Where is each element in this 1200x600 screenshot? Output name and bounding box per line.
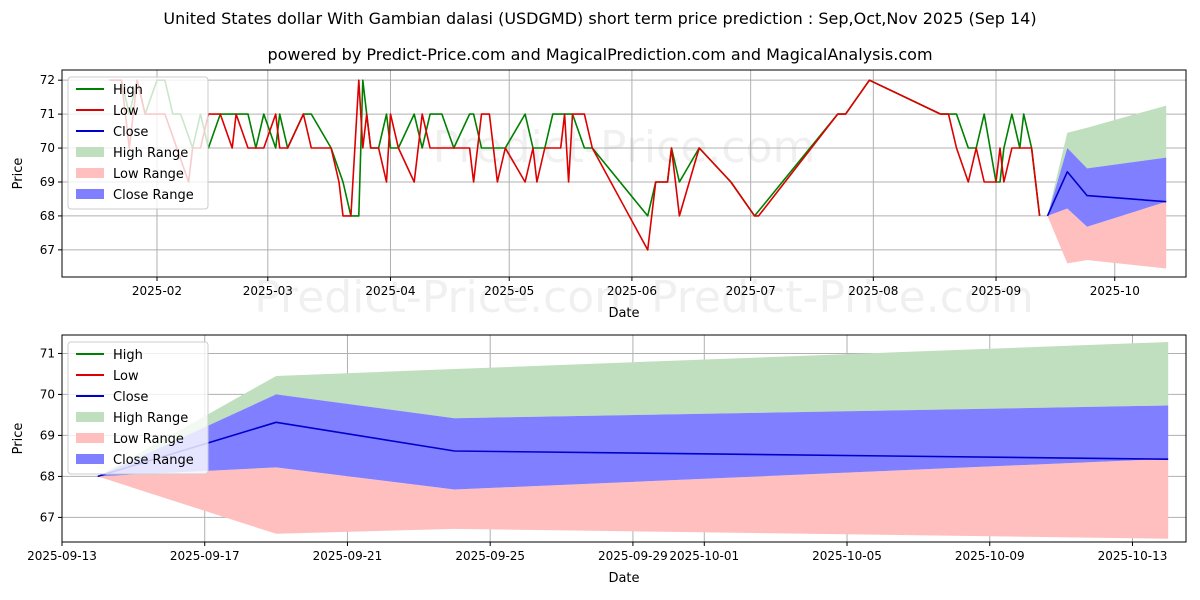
x-tick-label: 2025-08	[848, 284, 898, 298]
legend-label: Low Range	[113, 167, 184, 182]
y-tick-label: 70	[40, 141, 55, 155]
close-range-band	[1047, 148, 1167, 227]
chart-title: United States dollar With Gambian dalasi…	[163, 9, 1037, 28]
legend-label: Close	[113, 125, 148, 140]
x-tick-label: 2025-09-17	[170, 549, 240, 563]
legend-label: High	[113, 348, 143, 363]
x-tick-label: 2025-10	[1090, 284, 1140, 298]
legend-label: High Range	[113, 411, 188, 426]
x-tick-label: 2025-09-29	[598, 549, 668, 563]
y-tick-label: 67	[40, 243, 55, 257]
x-tick-label: 2025-07	[726, 284, 776, 298]
x-tick-label: 2025-09	[971, 284, 1021, 298]
legend-label: High	[113, 83, 143, 98]
legend-swatch	[76, 454, 104, 464]
y-tick-label: 69	[40, 175, 55, 189]
bottom-chart-panel: Predict-Price.com2025-09-132025-09-17202…	[11, 334, 1187, 586]
x-tick-label: 2025-09-25	[455, 549, 525, 563]
legend: High Low Close High Range Low Range Close Ran…	[67, 341, 209, 475]
y-tick-label: 68	[40, 469, 55, 483]
legend-label: High Range	[113, 146, 188, 161]
x-tick-label: 2025-09-21	[313, 549, 383, 563]
y-axis-label: Price	[11, 158, 26, 190]
legend-label: Close	[113, 390, 148, 405]
x-tick-label: 2025-06	[607, 284, 657, 298]
watermark-text: Predict-Price.com Predict-Price.com	[254, 272, 1033, 323]
legend-label: Low	[113, 104, 139, 119]
legend-swatch	[76, 189, 104, 199]
legend: High Low Close High Range Low Range Close Ran…	[67, 76, 209, 210]
x-tick-label: 2025-05	[484, 284, 534, 298]
legend-label: Close Range	[113, 453, 194, 468]
legend-label: Low Range	[113, 432, 184, 447]
x-tick-label: 2025-03	[243, 284, 293, 298]
y-tick-label: 69	[40, 428, 55, 442]
x-tick-label: 2025-02	[132, 284, 182, 298]
close-range-band	[97, 394, 1169, 490]
legend-swatch	[76, 168, 104, 178]
high-range-band	[1047, 105, 1167, 216]
x-tick-label: 2025-04	[365, 284, 415, 298]
y-tick-label: 71	[40, 107, 55, 121]
chart-subtitle: powered by Predict-Price.com and Magical…	[267, 45, 933, 64]
x-tick-label: 2025-10-09	[955, 549, 1025, 563]
y-tick-label: 67	[40, 510, 55, 524]
y-tick-label: 70	[40, 387, 55, 401]
x-axis-label: Date	[608, 306, 639, 321]
y-tick-label: 68	[40, 209, 55, 223]
y-axis-label: Price	[11, 423, 26, 455]
close-series-line	[1046, 171, 1167, 217]
legend-label: Low	[113, 369, 139, 384]
y-tick-label: 71	[40, 346, 55, 360]
x-axis-label: Date	[608, 571, 639, 586]
plot-frame	[61, 334, 1187, 543]
low-series-line	[109, 79, 1041, 251]
x-tick-label: 2025-09-13	[27, 549, 97, 563]
low-range-band	[97, 458, 1169, 539]
legend-swatch	[76, 147, 104, 157]
low-range-band	[1047, 201, 1167, 269]
legend-swatch	[76, 433, 104, 443]
high-range-band	[97, 342, 1169, 477]
plot-frame	[61, 69, 1187, 278]
x-tick-label: 2025-10-05	[812, 549, 882, 563]
y-tick-label: 72	[40, 73, 55, 87]
legend-label: Close Range	[113, 188, 194, 203]
x-tick-label: 2025-10-13	[1098, 549, 1168, 563]
x-tick-label: 2025-10-01	[669, 549, 739, 563]
legend-swatch	[76, 412, 104, 422]
